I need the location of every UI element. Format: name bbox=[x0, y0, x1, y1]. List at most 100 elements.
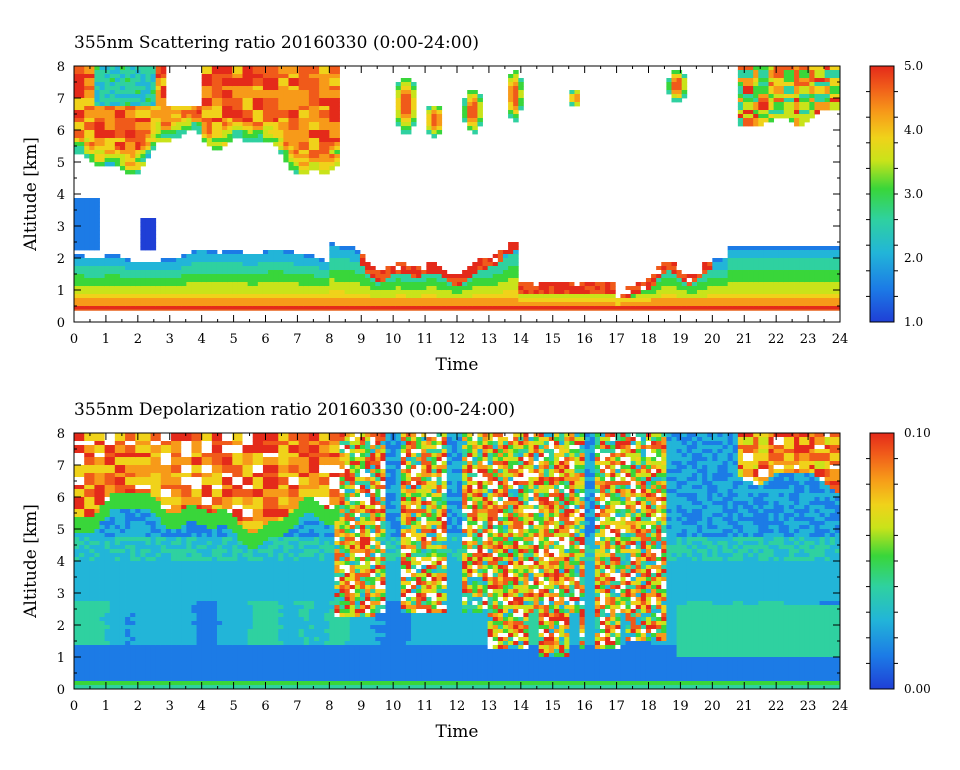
heatmap-cell bbox=[293, 302, 300, 307]
heatmap-cell bbox=[150, 457, 157, 462]
heatmap-cell bbox=[804, 74, 810, 79]
heatmap-cell bbox=[196, 118, 203, 123]
heatmap-cell bbox=[742, 110, 749, 115]
heatmap-cell bbox=[176, 621, 182, 626]
heatmap-cell bbox=[783, 282, 790, 287]
heatmap-cell bbox=[104, 298, 111, 303]
heatmap-cell bbox=[89, 561, 95, 566]
heatmap-cell bbox=[119, 605, 126, 610]
heatmap-cell bbox=[610, 290, 616, 295]
heatmap-cell bbox=[155, 489, 162, 494]
heatmap-cell bbox=[150, 102, 157, 107]
heatmap-cell bbox=[809, 66, 815, 71]
heatmap-cell bbox=[768, 262, 775, 267]
heatmap-cell bbox=[171, 549, 177, 554]
heatmap-cell bbox=[99, 122, 106, 127]
heatmap-cell bbox=[788, 278, 795, 283]
heatmap-cell bbox=[257, 90, 264, 95]
heatmap-cell bbox=[543, 302, 550, 307]
heatmap-cell bbox=[216, 266, 223, 271]
heatmap-cell bbox=[206, 110, 213, 115]
heatmap-cell bbox=[155, 437, 162, 442]
heatmap-cell bbox=[165, 461, 172, 466]
heatmap-cell bbox=[130, 577, 136, 582]
heatmap-cell bbox=[278, 306, 284, 311]
heatmap-cell bbox=[257, 122, 264, 127]
heatmap-cell bbox=[155, 433, 162, 438]
heatmap-cell bbox=[799, 110, 805, 115]
heatmap-cell bbox=[278, 278, 284, 283]
heatmap-cell bbox=[160, 469, 167, 474]
heatmap-cell bbox=[732, 302, 739, 307]
heatmap-cell bbox=[84, 669, 90, 674]
heatmap-cell bbox=[329, 150, 335, 155]
heatmap-cell bbox=[768, 114, 775, 119]
heatmap-cell bbox=[84, 677, 90, 682]
heatmap-cell bbox=[125, 661, 131, 666]
heatmap-cell bbox=[819, 66, 826, 71]
heatmap-cell bbox=[712, 258, 718, 263]
heatmap-cell bbox=[753, 114, 759, 119]
heatmap-cell bbox=[508, 106, 514, 111]
heatmap-cell bbox=[135, 657, 141, 662]
heatmap-cell bbox=[477, 298, 483, 303]
heatmap-cell bbox=[508, 302, 514, 307]
heatmap-cell bbox=[119, 549, 126, 554]
heatmap-cell bbox=[114, 94, 121, 99]
heatmap-cell bbox=[262, 282, 269, 287]
heatmap-cell bbox=[702, 306, 708, 311]
heatmap-cell bbox=[334, 66, 340, 71]
heatmap-cell bbox=[308, 162, 315, 167]
y-tick-label: 2 bbox=[57, 252, 65, 267]
heatmap-cell bbox=[778, 286, 785, 291]
heatmap-cell bbox=[160, 489, 167, 494]
heatmap-cell bbox=[559, 290, 565, 295]
heatmap-cell bbox=[89, 130, 95, 135]
heatmap-cell bbox=[559, 298, 565, 303]
heatmap-cell bbox=[324, 130, 330, 135]
heatmap-cell bbox=[145, 82, 151, 87]
heatmap-cell bbox=[824, 90, 831, 95]
heatmap-cell bbox=[308, 286, 315, 291]
heatmap-cell bbox=[145, 278, 151, 283]
heatmap-cell bbox=[125, 621, 131, 626]
heatmap-cell bbox=[145, 665, 151, 670]
heatmap-cell bbox=[150, 521, 157, 526]
heatmap-cell bbox=[426, 130, 432, 135]
heatmap-cell bbox=[416, 298, 422, 303]
heatmap-cell bbox=[268, 274, 274, 279]
heatmap-cell bbox=[814, 98, 820, 103]
heatmap-cell bbox=[125, 106, 131, 111]
heatmap-cell bbox=[599, 306, 606, 311]
heatmap-cell bbox=[308, 274, 315, 279]
heatmap-cell bbox=[370, 294, 376, 299]
heatmap-cell bbox=[125, 581, 131, 586]
heatmap-cell bbox=[666, 298, 672, 303]
heatmap-cell bbox=[171, 501, 177, 506]
heatmap-cell bbox=[171, 294, 177, 299]
heatmap-cell bbox=[824, 298, 831, 303]
heatmap-cell bbox=[242, 270, 249, 275]
heatmap-cell bbox=[671, 270, 677, 275]
heatmap-cell bbox=[165, 286, 172, 291]
heatmap-cell bbox=[74, 609, 80, 614]
heatmap-cell bbox=[605, 282, 611, 287]
heatmap-cell bbox=[125, 669, 131, 674]
heatmap-cell bbox=[171, 306, 177, 311]
heatmap-cell bbox=[104, 154, 111, 159]
heatmap-cell bbox=[758, 98, 764, 103]
heatmap-cell bbox=[763, 270, 769, 275]
heatmap-cell bbox=[651, 290, 657, 295]
heatmap-cell bbox=[84, 489, 90, 494]
heatmap-cell bbox=[94, 581, 100, 586]
heatmap-cell bbox=[262, 98, 269, 103]
heatmap-cell bbox=[99, 601, 106, 606]
heatmap-cell bbox=[681, 78, 688, 83]
heatmap-cell bbox=[727, 254, 734, 259]
heatmap-cell bbox=[359, 266, 366, 271]
heatmap-cell bbox=[222, 78, 228, 83]
heatmap-cell bbox=[247, 70, 254, 75]
heatmap-cell bbox=[768, 278, 775, 283]
heatmap-cell bbox=[119, 673, 126, 678]
heatmap-cell bbox=[109, 613, 116, 618]
